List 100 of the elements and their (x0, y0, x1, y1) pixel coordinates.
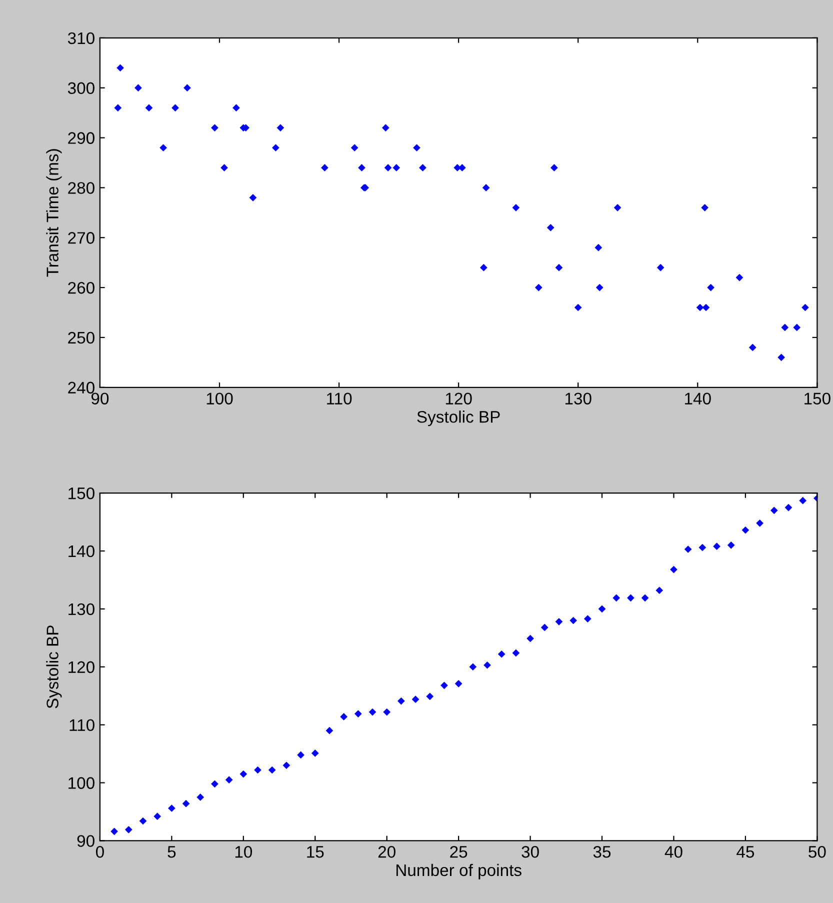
point (555, 264, 563, 272)
point (482, 184, 490, 192)
x-tick-label: 150 (804, 392, 830, 404)
x-tick-label: 50 (808, 846, 826, 858)
point (707, 284, 714, 292)
point (124, 826, 132, 834)
y-tick-label: 130 (68, 603, 94, 616)
x-axis-title: Number of points (396, 864, 522, 880)
point (172, 104, 179, 112)
y-tick-label: 290 (68, 132, 94, 144)
point (698, 544, 706, 552)
point (727, 542, 735, 549)
point (584, 615, 592, 622)
point (340, 713, 348, 720)
point (555, 618, 563, 626)
y-axis-title: Transit Time (ms) (46, 149, 62, 277)
point (182, 800, 190, 808)
point (484, 661, 491, 669)
point (311, 750, 319, 757)
point (350, 144, 358, 152)
y-tick-label: 90 (77, 835, 94, 847)
x-tick-label: 5 (168, 846, 176, 858)
point (612, 594, 620, 602)
point (412, 696, 420, 703)
point (114, 104, 122, 112)
point (160, 144, 167, 152)
y-tick-label: 110 (70, 719, 94, 732)
point (670, 566, 678, 574)
point (154, 812, 162, 820)
y-tick-label: 100 (68, 777, 94, 789)
point (249, 194, 257, 202)
point (684, 546, 692, 553)
point (498, 650, 506, 658)
point (701, 204, 708, 212)
point (598, 605, 606, 613)
point (383, 708, 391, 716)
y-tick-label: 300 (68, 82, 94, 94)
point (211, 124, 218, 132)
point (282, 762, 290, 770)
point (384, 164, 392, 172)
point (512, 204, 520, 212)
point (297, 751, 304, 759)
point (168, 804, 176, 812)
x-tick-label: 90 (91, 392, 109, 404)
point (368, 708, 376, 716)
point (512, 649, 520, 657)
point (696, 304, 704, 312)
point (413, 144, 420, 152)
point (272, 144, 280, 152)
x-tick-label: 0 (96, 846, 104, 858)
x-tick-label: 30 (522, 846, 539, 858)
point (392, 164, 400, 172)
point (326, 726, 334, 734)
point (770, 506, 778, 514)
point (220, 164, 228, 172)
y-tick-label: 270 (68, 232, 94, 244)
point (426, 692, 434, 700)
point (211, 780, 218, 788)
y-tick-label: 310 (68, 32, 94, 44)
y-tick-label: 260 (68, 282, 94, 294)
x-tick-label: 10 (235, 846, 252, 858)
point (627, 594, 634, 602)
point (656, 264, 664, 272)
point (793, 324, 801, 332)
x-tick-label: 140 (685, 392, 711, 404)
point (110, 828, 118, 836)
point (781, 324, 789, 332)
point (184, 84, 191, 92)
point (240, 770, 248, 778)
point (440, 682, 448, 690)
x-tick-label: 40 (664, 846, 682, 858)
point (748, 344, 756, 352)
x-tick-label: 15 (307, 846, 324, 858)
point (802, 304, 809, 312)
x-tick-label: 110 (327, 392, 352, 404)
y-axis-title: Systolic BP (46, 626, 62, 708)
point (713, 542, 720, 550)
point (641, 594, 649, 602)
point (480, 264, 488, 272)
x-tick-label: 25 (450, 846, 468, 858)
y-tick-label: 150 (68, 487, 94, 500)
x-tick-label: 20 (378, 846, 396, 858)
point (225, 776, 233, 784)
y-tick-label: 120 (68, 661, 94, 674)
y-tick-label: 280 (68, 182, 94, 194)
y-tick-label: 250 (68, 332, 94, 344)
point (419, 164, 426, 172)
point (382, 124, 390, 132)
point (574, 304, 582, 312)
point (534, 284, 542, 292)
point (139, 817, 147, 825)
point (546, 224, 554, 232)
point (550, 164, 558, 172)
y-tick-label: 240 (68, 382, 94, 394)
point (756, 519, 764, 527)
point (145, 104, 153, 112)
x-tick-label: 35 (593, 846, 611, 858)
point (784, 504, 792, 512)
point (736, 274, 744, 282)
point (596, 284, 604, 292)
